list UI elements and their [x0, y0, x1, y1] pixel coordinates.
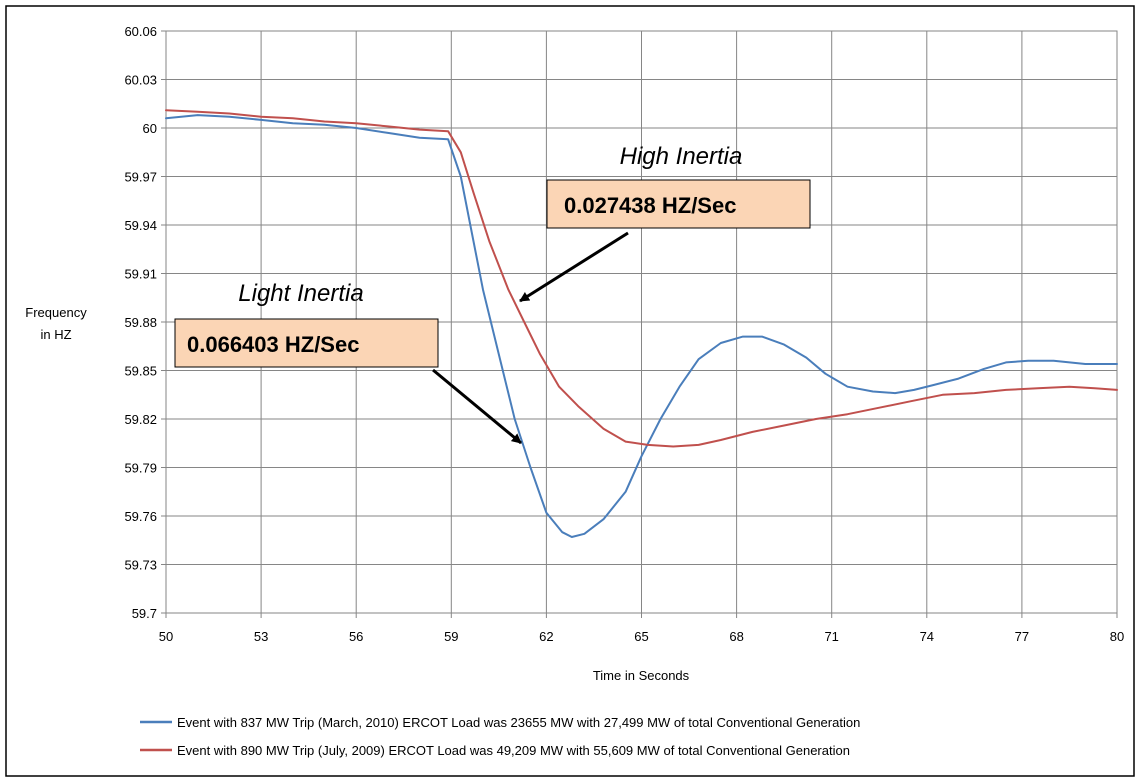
y-axis-title-line-2: in HZ — [40, 327, 71, 342]
x-tick-label: 65 — [634, 629, 648, 644]
y-tick-label: 59.94 — [124, 218, 157, 233]
x-tick-label: 53 — [254, 629, 268, 644]
y-tick-label: 59.85 — [124, 364, 157, 379]
y-tick-label: 59.79 — [124, 461, 157, 476]
legend-label-series-2: Event with 890 MW Trip (July, 2009) ERCO… — [177, 743, 850, 758]
series-line-1 — [165, 114, 1118, 538]
high-inertia-value: 0.027438 HZ/Sec — [564, 193, 736, 218]
x-tick-label: 77 — [1015, 629, 1029, 644]
high-inertia-value-box — [546, 179, 811, 229]
x-tick-label: 50 — [159, 629, 173, 644]
light-inertia-value-box — [174, 318, 439, 368]
light-inertia-label: Light Inertia — [238, 280, 363, 307]
light-inertia-value: 0.066403 HZ/Sec — [187, 332, 359, 357]
legend-label-series-1: Event with 837 MW Trip (March, 2010) ERC… — [177, 715, 860, 730]
x-axis-title: Time in Seconds — [593, 668, 690, 683]
y-tick-label: 59.97 — [124, 170, 157, 185]
x-tick-label: 68 — [729, 629, 743, 644]
series-line-2 — [165, 109, 1118, 448]
y-tick-label: 59.76 — [124, 509, 157, 524]
y-axis-title-line-1: Frequency — [25, 305, 87, 320]
series-lines — [165, 109, 1118, 538]
y-tick-label: 59.88 — [124, 315, 157, 330]
high-inertia-label: High Inertia — [620, 143, 743, 170]
chart-border — [5, 5, 1135, 777]
light-inertia-arrow — [432, 368, 522, 445]
y-tick-label: 60 — [143, 121, 157, 136]
high-inertia-arrow — [519, 231, 629, 303]
gridlines — [165, 30, 1118, 614]
y-tick-label: 59.91 — [124, 267, 157, 282]
x-tick-label: 59 — [444, 629, 458, 644]
x-tick-label: 56 — [349, 629, 363, 644]
y-tick-label: 59.73 — [124, 558, 157, 573]
x-tick-label: 62 — [539, 629, 553, 644]
axes: 59.7 59.73 59.76 59.79 59.82 59.85 59.88 59.91 5… — [124, 24, 1124, 644]
y-tick-label: 60.03 — [124, 73, 157, 88]
x-tick-label: 80 — [1110, 629, 1124, 644]
x-tick-label: 74 — [920, 629, 934, 644]
y-tick-label: 59.7 — [132, 606, 157, 621]
y-tick-label: 59.82 — [124, 412, 157, 427]
x-tick-label: 71 — [824, 629, 838, 644]
y-tick-label: 60.06 — [124, 24, 157, 39]
